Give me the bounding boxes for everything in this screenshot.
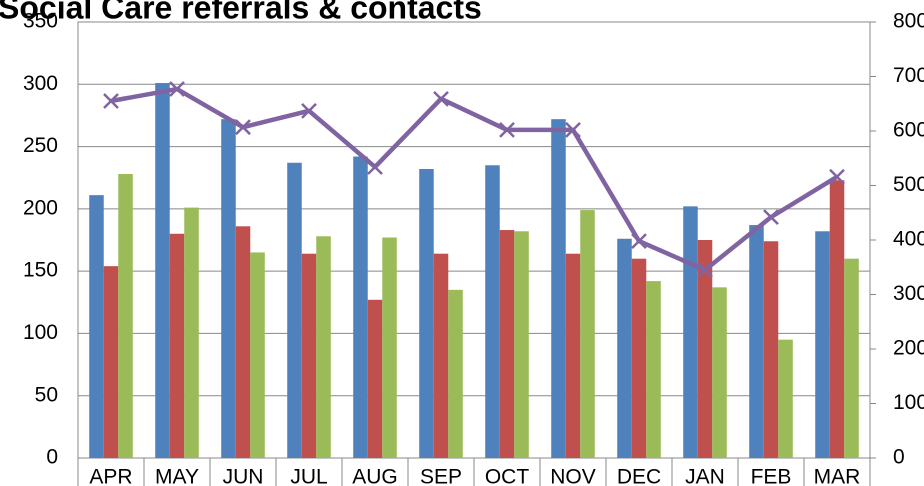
line-marker <box>829 168 845 185</box>
bar <box>499 230 515 458</box>
y2-tick-label: 800 <box>893 10 924 33</box>
bar <box>763 241 779 458</box>
bar <box>118 173 133 458</box>
bar <box>778 339 793 458</box>
y2-tick-label: 700 <box>893 64 924 87</box>
line-marker <box>301 102 317 119</box>
line <box>110 86 839 273</box>
y-tick-label: 0 <box>46 446 58 469</box>
bar <box>617 238 632 458</box>
line-marker <box>499 122 515 138</box>
bar <box>580 210 595 458</box>
line-marker <box>631 233 647 249</box>
bar <box>353 156 368 458</box>
line-marker <box>433 90 449 107</box>
x-tick-label: NOV <box>550 466 596 486</box>
bar <box>844 258 859 458</box>
bar <box>287 162 302 458</box>
line-marker <box>103 93 119 109</box>
x-tick-label: APR <box>89 466 132 486</box>
bar <box>683 206 698 458</box>
x-tick-label: AUG <box>352 466 398 486</box>
bar <box>169 233 185 458</box>
chart-title: Social Care referrals & contacts <box>0 0 482 25</box>
y2-tick-label: 400 <box>893 228 924 251</box>
bar <box>433 253 449 458</box>
bar <box>250 252 265 458</box>
bar <box>221 119 236 458</box>
line-marker <box>763 209 779 225</box>
line-marker <box>697 262 713 278</box>
x-tick-label: MAY <box>155 466 199 486</box>
x-tick-label: OCT <box>485 466 530 486</box>
x-tick-label: JAN <box>685 466 725 486</box>
y-tick-label: 250 <box>23 134 58 157</box>
bar <box>829 180 845 458</box>
y-tick-label: 50 <box>35 383 58 406</box>
y-tick-label: 150 <box>23 259 58 282</box>
bar <box>89 195 104 458</box>
x-tick-label: DEC <box>617 466 661 486</box>
y-tick-label: 200 <box>23 196 58 219</box>
bar <box>551 119 566 458</box>
x-tick-label: JUL <box>290 466 327 486</box>
y-tick-label: 350 <box>23 10 58 33</box>
y2-tick-label: 0 <box>893 446 905 469</box>
bar <box>815 231 830 458</box>
bar <box>631 258 647 458</box>
y-tick-label: 100 <box>23 321 58 344</box>
bar <box>235 226 251 458</box>
x-tick-label: MAR <box>814 466 861 486</box>
bar <box>419 168 434 458</box>
bar <box>565 253 581 458</box>
y2-tick-label: 600 <box>893 119 924 142</box>
x-tick-label: JUN <box>223 466 264 486</box>
y2-tick-label: 300 <box>893 282 924 305</box>
bar <box>712 287 727 458</box>
x-tick-label: FEB <box>751 466 792 486</box>
y2-tick-label: 200 <box>893 337 924 360</box>
bar <box>514 231 529 458</box>
x-tick-label: SEP <box>420 466 462 486</box>
y2-tick-label: 100 <box>893 391 924 414</box>
bar <box>448 289 463 458</box>
line-marker <box>367 159 383 175</box>
bar <box>485 165 500 458</box>
line-marker <box>235 119 251 136</box>
bar <box>103 266 119 458</box>
bar <box>301 253 317 458</box>
bar <box>382 237 397 458</box>
line-marker <box>169 81 185 97</box>
bar <box>697 240 713 458</box>
line-marker <box>565 122 581 138</box>
bar <box>184 207 199 458</box>
bar <box>749 225 764 458</box>
y-tick-label: 300 <box>23 72 58 95</box>
bar <box>155 83 170 458</box>
y2-tick-label: 500 <box>893 173 924 196</box>
bar <box>646 281 661 458</box>
bar <box>316 236 331 458</box>
bar <box>367 299 383 458</box>
